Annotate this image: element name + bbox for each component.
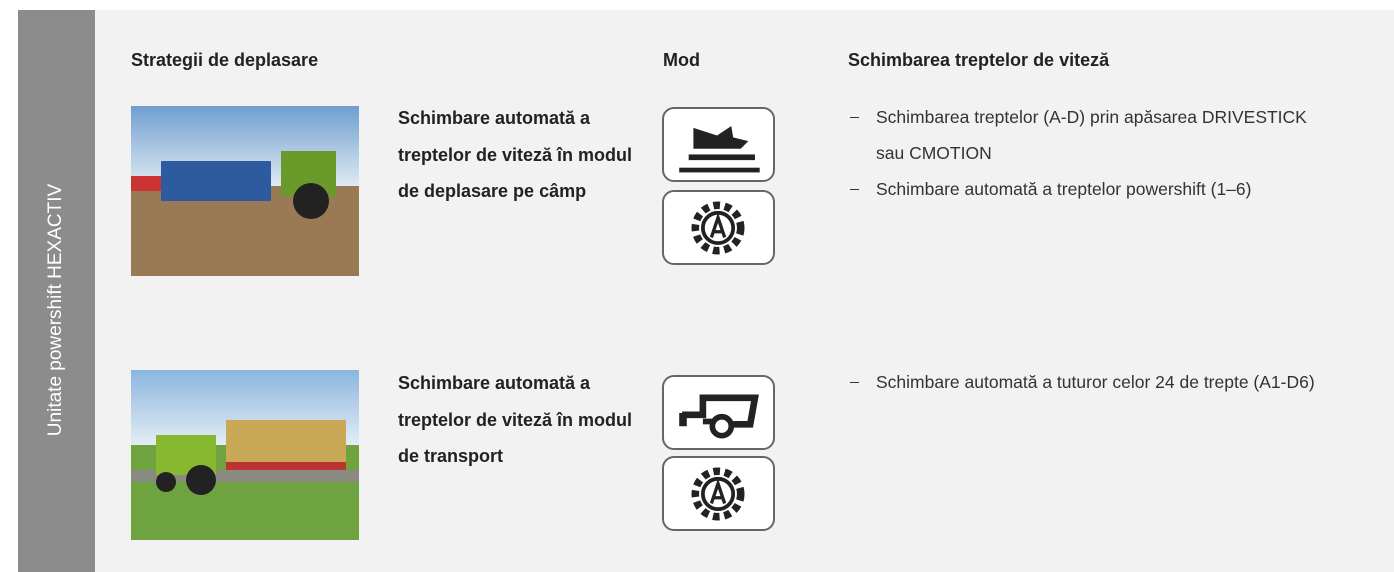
bullet-text: Schimbare automată a treptelor powershif…: [876, 179, 1252, 199]
header: Strategii de deplasare: [131, 50, 319, 70]
bullet-text: Schimbarea treptelor (A-D) prin apăsarea…: [876, 107, 1307, 163]
bullet-list: Schimbarea treptelor (A-D) prin apăsarea…: [848, 99, 1328, 207]
auto-icon: [662, 190, 775, 265]
panel: Unitate powershift HEXACTIV Strategii de…: [18, 10, 1394, 572]
side-label: Unitate powershift HEXACTIV: [45, 183, 66, 437]
bullet: Schimbare automată a treptelor powershif…: [848, 171, 1328, 207]
trailer-icon: [662, 375, 775, 450]
bullet-list: Schimbare automată a tuturor celor 24 de…: [848, 364, 1328, 400]
plough-icon: [662, 107, 775, 182]
transport-photo: [131, 370, 359, 540]
strategy: Schimbare automată a treptelor de viteză…: [398, 108, 633, 201]
bullet-dash: [850, 382, 859, 383]
auto-icon: [662, 456, 775, 531]
header: Mod: [663, 50, 700, 70]
strategy: Schimbare automată a treptelor de viteză…: [398, 373, 633, 466]
bullet: Schimbare automată a tuturor celor 24 de…: [848, 364, 1328, 400]
bullet-dash: [850, 189, 859, 190]
header: Schimbarea treptelor de viteză: [848, 50, 1110, 70]
bullet-text: Schimbare automată a tuturor celor 24 de…: [876, 372, 1315, 392]
bullet-dash: [850, 117, 859, 118]
field-photo: [131, 106, 359, 276]
side-bar: Unitate powershift HEXACTIV: [18, 10, 95, 572]
bullet: Schimbarea treptelor (A-D) prin apăsarea…: [848, 99, 1328, 171]
